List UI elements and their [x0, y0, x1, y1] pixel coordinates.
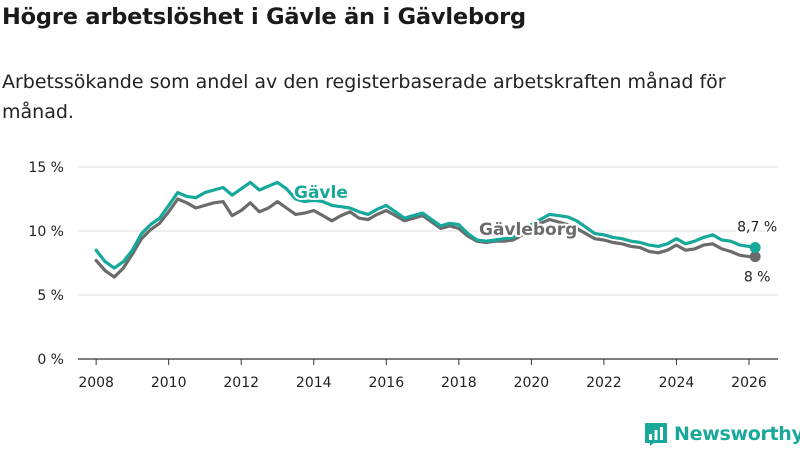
- x-tick-label: 2020: [514, 375, 550, 391]
- end-label-gavleborg: 8 %: [744, 270, 771, 286]
- gridlines: [78, 166, 778, 360]
- brand-logo[interactable]: Newsworthy: [644, 420, 800, 448]
- x-tick-label: 2018: [441, 375, 477, 391]
- series-line-gavleborg: [94, 197, 757, 279]
- series-labels: Gävle Gävleborg 8,7 % 8 %: [292, 181, 779, 288]
- x-tick-label: 2026: [731, 375, 767, 391]
- y-tick-label: 5 %: [37, 288, 64, 304]
- axis-ticks: 0 % 5 % 10 % 15 % 2008 2010 2012 2014 2016 2018 20…: [28, 160, 766, 391]
- chart-subtitle: Arbetssökande som andel av den registerb…: [2, 71, 726, 123]
- chart-title: Högre arbetslöshet i Gävle än i Gävlebor…: [2, 4, 526, 30]
- series-label-gavle: Gävle: [294, 183, 348, 203]
- x-tick-label: 2024: [659, 375, 695, 391]
- end-point-gavleborg: [749, 251, 761, 263]
- x-tick-label: 2016: [368, 375, 404, 391]
- x-tick-label: 2012: [223, 375, 259, 391]
- end-point-gavle: [749, 242, 761, 254]
- y-tick-label: 10 %: [28, 224, 64, 240]
- y-tick-label: 15 %: [28, 160, 64, 176]
- series-lines: [94, 180, 761, 279]
- x-tick-label: 2008: [78, 375, 114, 391]
- brand-name: Newsworthy: [674, 423, 800, 445]
- end-label-gavle: 8,7 %: [737, 220, 777, 236]
- x-tick-label: 2010: [151, 375, 187, 391]
- y-tick-label: 0 %: [37, 352, 64, 368]
- x-tick-label: 2014: [296, 375, 332, 391]
- x-tick-label: 2022: [586, 375, 622, 391]
- series-line-gavle: [94, 180, 757, 270]
- series-label-gavleborg: Gävleborg: [479, 220, 577, 240]
- newsworthy-logo-icon: [645, 423, 667, 446]
